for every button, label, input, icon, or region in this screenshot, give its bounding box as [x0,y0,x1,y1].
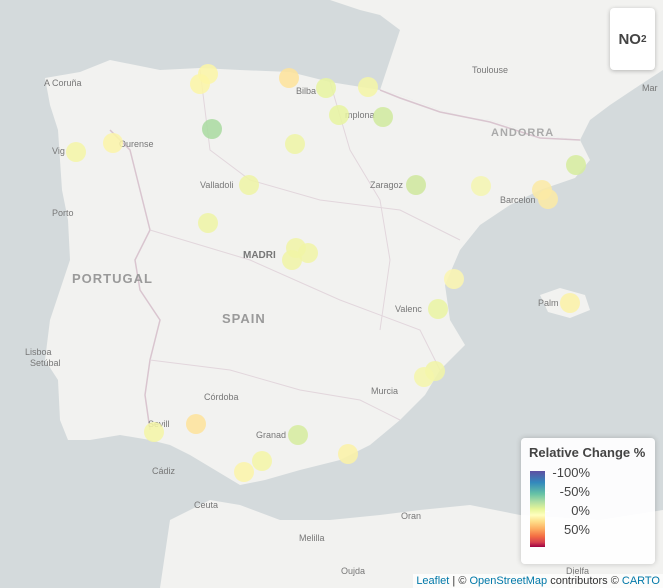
attribution-mid: contributors © [547,575,622,587]
label-lisboa: Lisboa [25,347,52,357]
legend-label: 50% [563,522,590,537]
label-cadiz: Cádiz [152,466,176,476]
station-marker[interactable] [239,175,259,195]
label-djelfa: Djelfa [566,566,590,576]
label-spain: SPAIN [222,311,266,326]
pollutant-selector-button[interactable]: NO 2 [610,8,655,70]
label-a-coruna: A Coruña [44,78,82,88]
carto-link[interactable]: CARTO [621,575,660,587]
label-oran: Oran [401,511,422,521]
station-marker[interactable] [560,293,580,313]
label-mar: Mar [642,83,658,93]
station-marker[interactable] [329,105,349,125]
pollutant-main: NO [618,30,641,48]
osm-link[interactable]: OpenStreetMap [469,575,548,587]
station-marker[interactable] [471,176,491,196]
legend-tick [545,530,549,531]
legend-label: -100% [552,465,590,480]
legend-color-ramp [530,471,545,547]
label-granada: Granad [256,430,287,440]
label-valladolid: Valladoli [200,180,234,190]
station-marker[interactable] [358,77,378,97]
leaflet-link[interactable]: Leaflet [416,575,450,587]
label-porto: Porto [52,208,74,218]
label-andorra: ANDORRA [491,127,555,139]
legend-tick [545,492,549,493]
label-setubal: Setúbal [30,358,61,368]
legend-tick [545,473,549,474]
label-ceuta: Ceuta [194,500,219,510]
label-oujda: Oujda [341,566,366,576]
attribution: Leaflet | © OpenStreetMap contributors ©… [413,574,663,588]
label-murcia: Murcia [371,386,399,396]
station-marker[interactable] [316,78,336,98]
station-marker[interactable] [279,68,299,88]
station-marker[interactable] [190,74,210,94]
label-valencia: Valenc [395,304,422,314]
station-marker[interactable] [428,299,448,319]
station-marker[interactable] [66,142,86,162]
iberia-land [45,60,590,485]
label-ourense: Ourense [119,139,154,149]
station-marker[interactable] [538,189,558,209]
station-marker[interactable] [198,213,218,233]
station-marker[interactable] [252,451,272,471]
station-marker[interactable] [288,425,308,445]
label-portugal: PORTUGAL [72,271,153,286]
spain-france-border [379,89,581,141]
label-toulouse: Toulouse [472,65,509,75]
pollutant-subscript: 2 [640,33,647,45]
station-marker[interactable] [414,367,434,387]
france-land [330,0,663,140]
attribution-sep: | © [449,575,470,587]
station-marker[interactable] [202,119,222,139]
region-border-2 [149,229,441,371]
legend-label: -50% [559,484,590,499]
region-border-4 [329,81,391,331]
station-marker[interactable] [444,269,464,289]
station-marker[interactable] [338,444,358,464]
label-madrid: MADRI [243,250,276,261]
station-marker[interactable] [406,175,426,195]
region-border-3 [149,359,401,421]
legend-tick [545,511,549,512]
label-bilbao: Bilba [296,86,317,96]
label-palma: Palm [538,298,559,308]
station-marker[interactable] [298,243,318,263]
legend-label: 0% [571,503,590,518]
station-marker[interactable] [234,462,254,482]
station-marker[interactable] [282,250,302,270]
spain-portugal-border [109,129,161,431]
label-zaragoza: Zaragoz [370,180,404,190]
label-melilla: Melilla [299,533,325,543]
legend: Relative Change % -100% -50% 0% 50% [521,438,655,564]
label-barcelona: Barcelon [500,195,536,205]
label-vigo: Vig [52,146,65,156]
station-marker[interactable] [144,422,164,442]
station-marker[interactable] [186,414,206,434]
station-marker[interactable] [103,133,123,153]
label-pamplona: mplona [345,110,375,120]
legend-title: Relative Change % [529,445,646,460]
station-marker[interactable] [566,155,586,175]
station-marker[interactable] [373,107,393,127]
label-cordoba: Córdoba [204,392,239,402]
station-marker[interactable] [285,134,305,154]
